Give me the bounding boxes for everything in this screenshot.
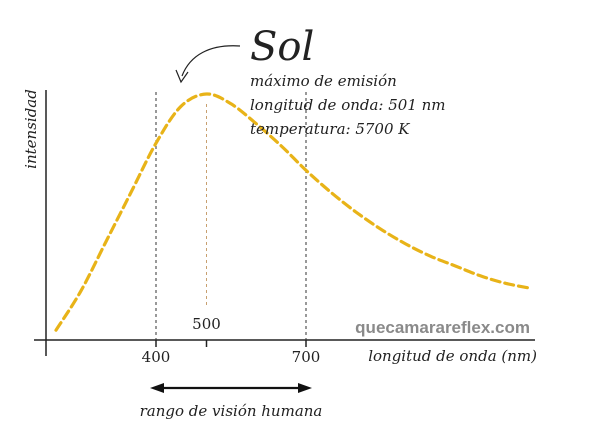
annotation-line-2: longitud de onda: 501 nm	[250, 96, 446, 114]
annotation-line-1: máximo de emisión	[250, 72, 397, 90]
peak-value-label: 500	[192, 315, 221, 333]
x-axis-label: longitud de onda (nm)	[368, 347, 537, 365]
visible-range-arrow-left-head	[150, 383, 164, 393]
spectrum-curve	[54, 92, 533, 332]
annotation-arrow-head	[175, 69, 189, 84]
x-tick-label-700: 700	[292, 348, 321, 366]
y-axis-label: intensidad	[22, 89, 40, 169]
visible-range-label: rango de visión humana	[140, 402, 323, 420]
annotation-arrow	[181, 45, 241, 77]
chart-title: Sol	[250, 24, 314, 70]
x-tick-label-400: 400	[142, 348, 171, 366]
annotation-line-3: temperatura: 5700 K	[250, 120, 410, 138]
visible-range-arrow-right-head	[298, 383, 312, 393]
watermark: quecamarareflex.com	[355, 318, 530, 337]
